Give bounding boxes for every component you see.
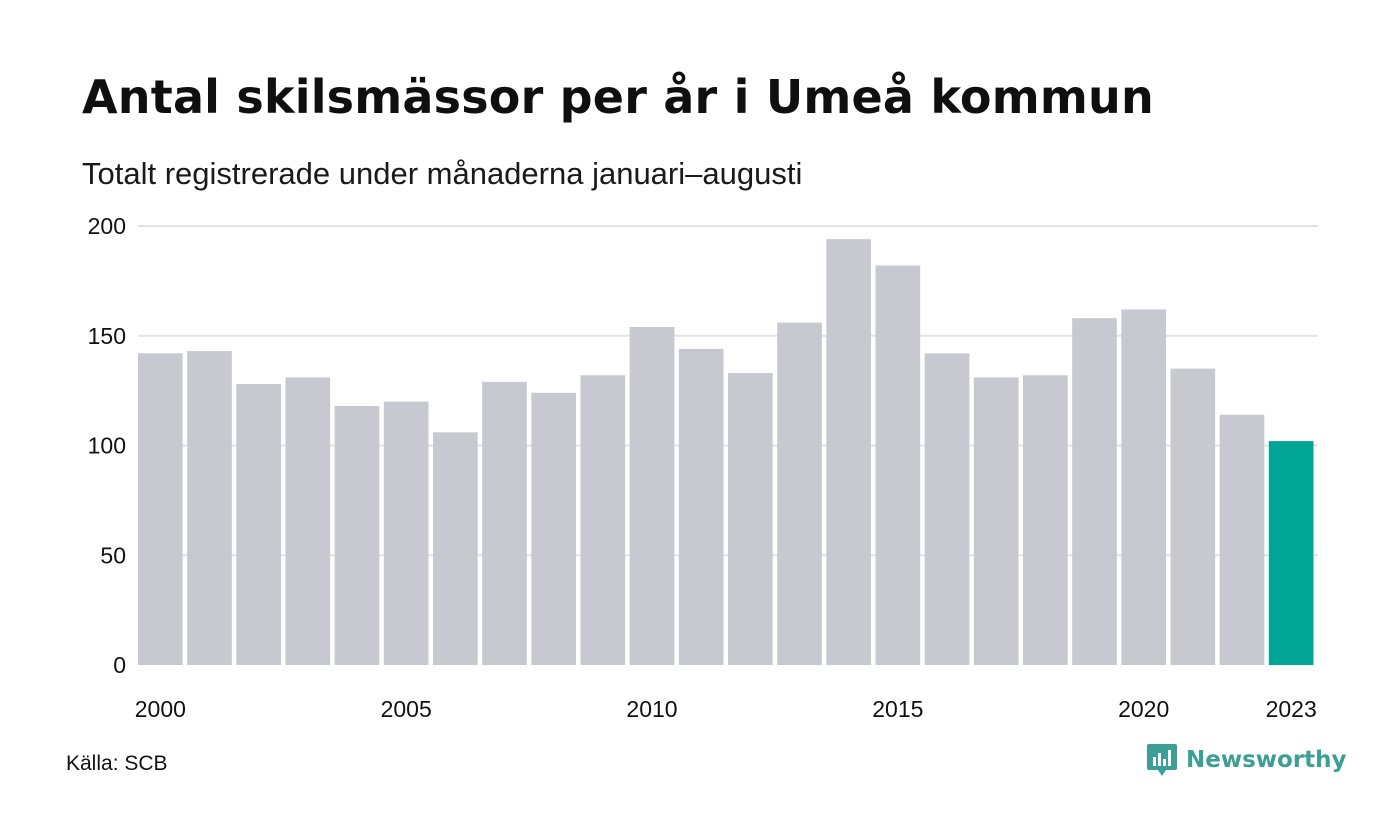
bar-2015: [875, 265, 921, 665]
y-tick-label: 50: [100, 542, 126, 568]
bar-2003: [285, 377, 331, 665]
chart-subtitle: Totalt registrerade under månaderna janu…: [82, 156, 803, 191]
bar-2011: [678, 348, 724, 665]
bar-2002: [236, 384, 281, 665]
bar-2014: [826, 239, 871, 666]
bar-2004: [334, 405, 380, 665]
bar-2017: [973, 377, 1019, 665]
bar-2019: [1072, 318, 1117, 665]
y-tick-label: 150: [88, 323, 126, 349]
x-tick-label: 2000: [135, 696, 186, 722]
brand-name: Newsworthy: [1186, 747, 1347, 773]
bar-2005: [383, 401, 429, 665]
bar-2007: [482, 381, 527, 665]
bar-2023: [1268, 441, 1314, 665]
bar-2021: [1170, 368, 1216, 665]
bar-2016: [924, 353, 970, 665]
x-tick-label: 2005: [381, 696, 432, 722]
y-tick-label: 200: [88, 213, 126, 239]
bar-2006: [433, 432, 478, 665]
bar-2013: [777, 322, 822, 665]
bar-2010: [629, 326, 675, 665]
bar-2009: [580, 375, 626, 665]
x-tick-label: 2010: [626, 696, 677, 722]
x-tick-label: 2015: [872, 696, 923, 722]
x-tick-label: 2023: [1266, 696, 1317, 722]
brand-logo: Newsworthy: [1146, 742, 1347, 778]
bar-2020: [1121, 309, 1166, 665]
bars: [138, 239, 1314, 666]
x-axis-ticks: 2000 2005 2010 2015 2020 2023: [135, 696, 1317, 722]
bar-2000: [138, 353, 183, 665]
bar-2022: [1219, 414, 1265, 665]
bar-2001: [187, 351, 232, 665]
newsworthy-logo-icon: [1147, 744, 1177, 776]
y-tick-label: 100: [88, 433, 126, 459]
y-axis-ticks: 0 50 100 150 200: [88, 213, 126, 678]
bar-2018: [1023, 375, 1068, 665]
chart-title: Antal skilsmässor per år i Umeå kommun: [82, 70, 1154, 124]
bar-2012: [728, 373, 773, 665]
x-tick-label: 2020: [1118, 696, 1169, 722]
bar-2008: [531, 392, 576, 665]
y-tick-label: 0: [113, 652, 126, 678]
source-note: Källa: SCB: [66, 752, 168, 775]
